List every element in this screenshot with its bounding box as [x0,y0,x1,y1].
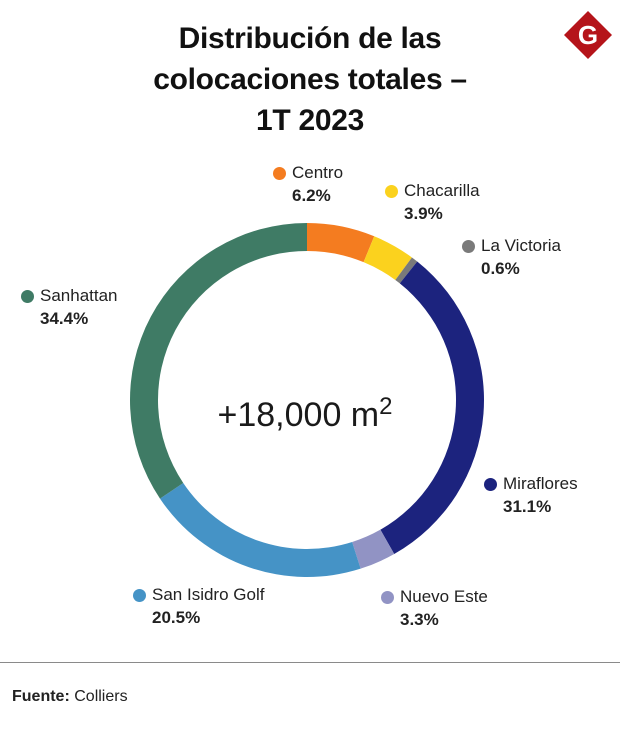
donut-slice-miraflores [380,261,484,555]
legend-label: Miraflores [503,474,578,493]
source-note: Fuente: Colliers [12,688,128,706]
title-line-2: colocaciones totales – [153,63,467,96]
legend-percentage: 0.6% [481,259,520,278]
legend-dot-icon [273,166,286,180]
legend-label: San Isidro Golf [152,585,265,604]
donut-chart [130,223,484,577]
footer-divider [0,662,620,663]
legend-percentage: 6.2% [292,186,331,205]
legend-label: Centro [292,163,344,182]
legend-row: Centro [273,163,343,183]
legend-item-centro: Centro 6.2% [273,163,343,206]
legend-item-chacarilla: Chacarilla 3.9% [385,181,480,224]
brand-logo: G [564,11,612,59]
legend-dot-icon [133,588,146,602]
legend-dot-icon [385,184,398,198]
legend-percentage: 31.1% [503,497,552,516]
donut-slice-centro [307,223,375,263]
legend-percentage: 34.4% [40,309,89,328]
logo-letter: G [578,20,598,50]
legend-label: Sanhattan [40,286,118,305]
legend-label: Chacarilla [404,181,480,200]
donut-slice-chacarilla [363,236,412,281]
legend-percentage: 3.3% [400,610,439,629]
legend-percentage: 3.9% [404,204,443,223]
title-line-3: 1T 2023 [256,104,364,137]
source-label: Fuente: [12,688,70,705]
legend-dot-icon [21,289,34,303]
legend-row: Chacarilla [385,181,480,201]
chart-title: Distribución de las colocaciones totales… [100,18,520,141]
legend-item-la-victoria: La Victoria 0.6% [462,236,561,279]
legend-percentage: 20.5% [152,608,201,627]
legend-dot-icon [462,239,475,253]
donut-slice-la-victoria [395,257,418,284]
center-value: +18,000 m [217,396,380,434]
center-unit-superscript: 2 [379,393,393,420]
title-line-1: Distribución de las [178,22,442,55]
donut-slice-sanhattan [130,223,307,499]
legend-item-miraflores: Miraflores 31.1% [484,474,578,517]
legend-row: Sanhattan [21,286,118,306]
source-value: Colliers [74,688,128,705]
legend-dot-icon [381,590,394,604]
donut-slice-nuevo-este [352,529,395,569]
legend-row: La Victoria [462,236,561,256]
legend-row: Miraflores [484,474,578,494]
legend-row: Nuevo Este [381,587,488,607]
legend-item-sanhattan: Sanhattan 34.4% [21,286,118,329]
donut-slice-san-isidro-golf [159,482,361,577]
logo-diamond [564,11,612,59]
legend-item-san-isidro-golf: San Isidro Golf 20.5% [133,585,264,628]
legend-label: La Victoria [481,236,562,255]
legend-dot-icon [484,477,497,491]
legend-label: Nuevo Este [400,587,488,606]
legend-row: San Isidro Golf [133,585,264,605]
center-total-label: +18,000 m2 [185,385,425,437]
legend-item-nuevo-este: Nuevo Este 3.3% [381,587,488,630]
